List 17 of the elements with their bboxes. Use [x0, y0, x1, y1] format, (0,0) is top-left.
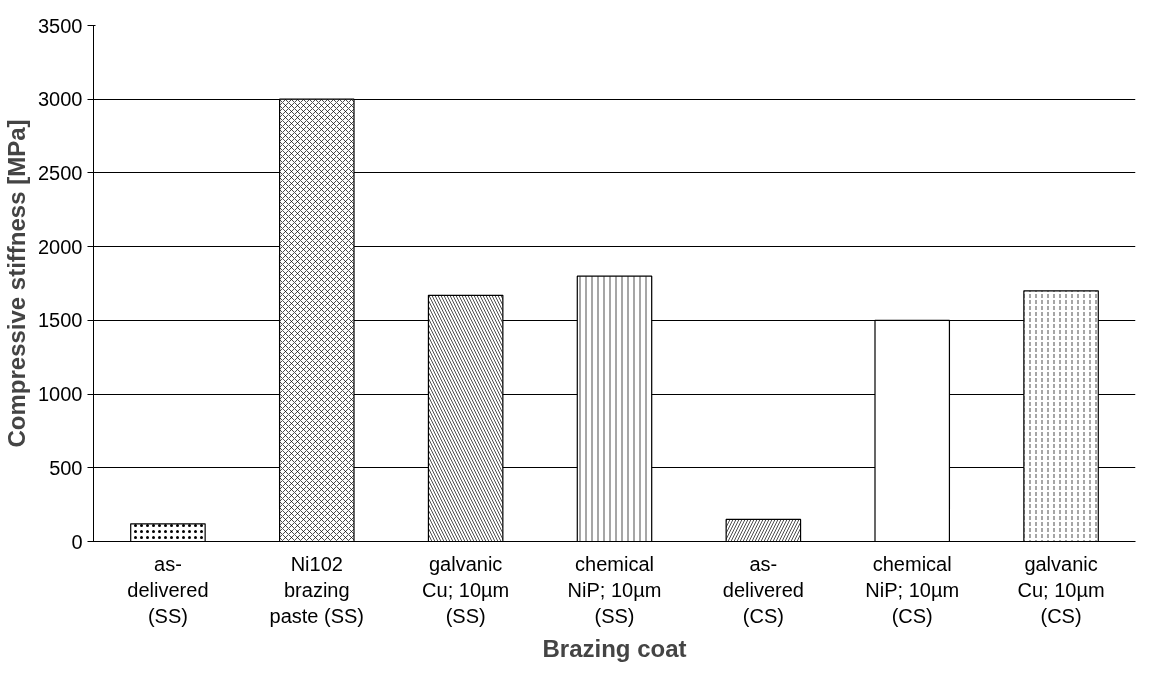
x-tick-label: chemical NiP; 10µm (CS) [865, 552, 960, 628]
x-tick-label: as-delivered (SS) [127, 552, 209, 628]
y-tick-label: 2500 [38, 161, 83, 184]
x-tick-label: galvanic Cu; 10µm (SS) [422, 552, 510, 628]
y-tick-label: 3500 [38, 14, 83, 37]
x-axis-title: Brazing coat [542, 635, 687, 663]
y-tick-label: 1000 [38, 383, 83, 406]
x-tick-label: chemical NiP; 10µm (SS) [567, 552, 662, 628]
y-tick-label: 3000 [38, 88, 83, 111]
y-tick-label: 1500 [38, 309, 83, 332]
x-tick-label: galvanic Cu; 10µm (CS) [1017, 552, 1105, 628]
x-tick-label: as-delivered (CS) [722, 552, 804, 628]
x-tick-label: Ni102 brazing paste (SS) [269, 552, 365, 628]
y-tick-label: 500 [49, 456, 83, 479]
y-axis-title: Compressive stiffness [MPa] [3, 119, 31, 448]
y-tick-label: 2000 [38, 235, 83, 258]
y-tick-label: 0 [71, 530, 83, 553]
